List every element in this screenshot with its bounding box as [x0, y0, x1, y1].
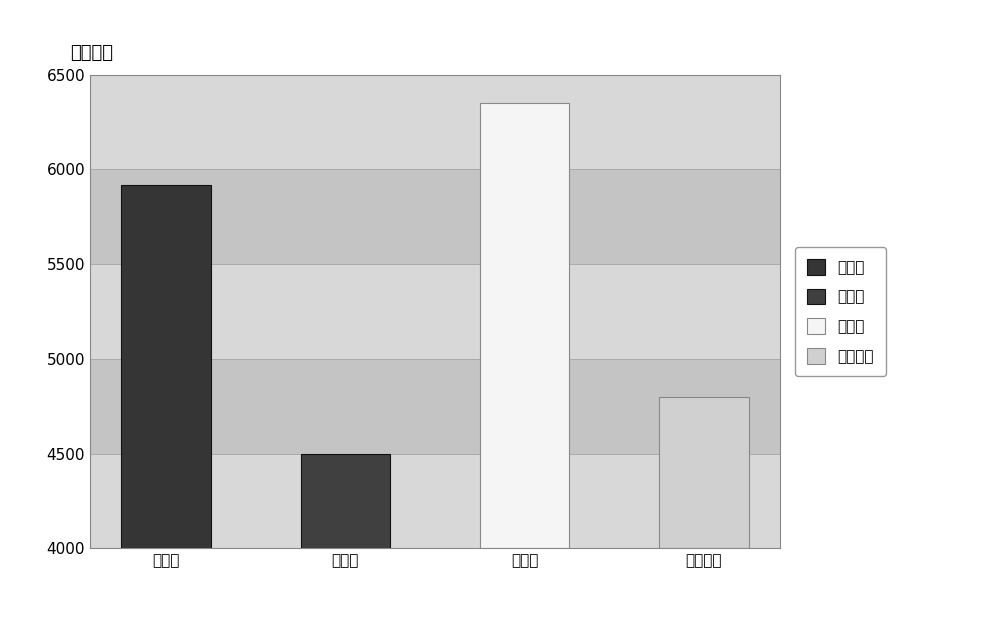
Bar — [121, 184, 211, 548]
Text: 平均速度: 平均速度 — [70, 44, 113, 62]
Bar — [301, 454, 390, 548]
Bar — [90, 359, 780, 454]
Bar — [659, 397, 749, 548]
Bar — [90, 454, 780, 548]
Legend: 栖需组, 梁山组, 黄龙组, 韩家店组: 栖需组, 梁山组, 黄龙组, 韩家店组 — [795, 247, 886, 376]
Bar — [90, 264, 780, 359]
Bar — [480, 103, 569, 548]
Bar — [90, 169, 780, 264]
Bar — [90, 75, 780, 169]
